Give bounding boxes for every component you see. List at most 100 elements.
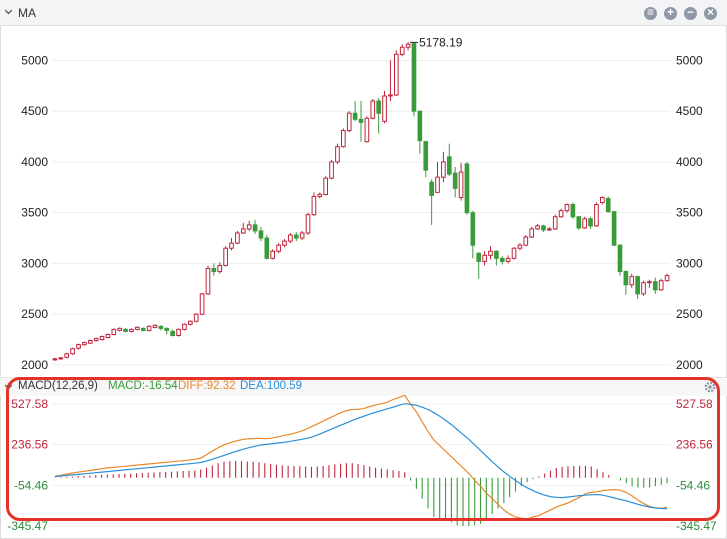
macd-tick-label-left: 527.58 [11,397,48,411]
candle [317,193,323,197]
candle [623,271,629,286]
candle [541,225,546,231]
candle [658,280,664,291]
candle [217,264,223,273]
y-tick-label-left: 2000 [21,358,48,372]
candle [470,212,476,246]
y-tick-label-left: 2500 [21,307,48,321]
macd-value-label: MACD:-16.54 [108,380,178,392]
candle [93,338,99,342]
candle [246,224,252,230]
macd-tick-label-left: -54.46 [14,478,48,492]
candle [429,181,434,196]
candle [446,156,452,175]
candle [635,276,640,295]
candle [564,204,570,212]
candle [452,172,458,189]
candle [629,276,635,286]
peak-value-label: 5178.19 [419,35,463,49]
candle [511,247,517,259]
dea-value-label: DEA:100.59 [240,380,303,392]
candle [87,340,93,344]
candle [494,250,499,259]
gear-icon[interactable] [704,381,716,393]
macd-tick-label-right: 527.58 [676,397,713,411]
candle [382,95,387,122]
candle [476,252,482,262]
macd-line-diff [54,394,668,520]
candle [146,325,152,331]
candle [523,236,529,246]
macd-tick-label-right: -345.47 [676,519,717,533]
chevron-down-icon[interactable] [5,8,12,15]
candle [123,328,128,332]
candle [458,171,464,198]
y-tick-label-right: 3000 [676,256,703,270]
candle [535,225,540,230]
candle [664,275,670,282]
candle [135,326,140,330]
candle [293,234,299,239]
candle [570,204,576,218]
minus-icon[interactable]: − [684,5,697,20]
y-tick-label-right: 3500 [676,206,703,220]
y-tick-label-left: 4000 [21,155,48,169]
candle [464,163,470,214]
list-icon[interactable]: ≡ [644,5,657,20]
candle [558,210,564,218]
y-tick-label-left: 3500 [21,206,48,220]
candle [605,197,611,213]
candle [423,141,429,171]
candle [211,268,217,273]
macd-tick-label-right: 236.56 [676,438,713,452]
candle [158,325,164,329]
candle [370,100,376,119]
candle [270,250,276,259]
candle [499,257,505,262]
candle [599,196,605,204]
candle [305,214,311,234]
macd-tick-label-right: -54.46 [676,478,710,492]
candle [58,357,64,360]
candle [594,204,599,227]
candle [82,342,87,346]
candle [405,43,411,48]
candle [552,216,558,230]
candle [288,234,293,242]
y-tick-label-left: 3000 [21,256,48,270]
candle [323,177,329,195]
candle [229,242,234,249]
close-icon[interactable]: × [704,5,717,20]
candle [611,211,617,246]
candle [641,282,646,295]
candle [376,100,381,114]
candle [164,327,170,331]
candle [399,46,405,55]
candle [388,94,393,97]
candle [52,358,58,361]
macd-title: MACD(12,26,9) [18,380,98,392]
candle [311,195,317,216]
candle [352,112,358,120]
candle [652,281,658,291]
candle [187,320,193,325]
candle [441,161,446,178]
candle [417,110,423,142]
candle [223,247,228,266]
candle [358,118,364,123]
candle [264,237,270,259]
y-tick-label-right: 2500 [676,307,703,321]
diff-value-label: DIFF:92.32 [178,380,236,392]
candle [117,327,123,331]
candle [76,344,81,349]
candle [70,348,75,355]
y-tick-label-right: 4000 [676,155,703,169]
candle [64,353,70,358]
y-tick-label-right: 4500 [676,104,703,118]
candle [529,228,535,238]
plus-icon[interactable]: + [664,5,677,20]
candle [335,146,340,163]
candle [299,232,305,239]
candle [240,228,246,234]
